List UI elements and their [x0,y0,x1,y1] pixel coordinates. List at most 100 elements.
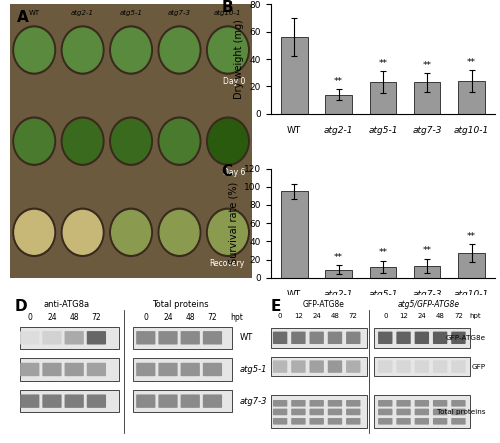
FancyBboxPatch shape [328,418,342,424]
FancyBboxPatch shape [64,363,84,376]
Bar [370,267,396,278]
Circle shape [206,26,249,74]
FancyBboxPatch shape [42,331,62,345]
FancyBboxPatch shape [291,361,306,373]
FancyBboxPatch shape [396,418,411,424]
Circle shape [15,210,54,254]
Bar [326,270,352,278]
Text: atg5-1: atg5-1 [120,10,142,16]
Text: GFP-ATG8e: GFP-ATG8e [302,300,344,309]
Circle shape [13,26,56,74]
Text: Day 0: Day 0 [222,77,245,85]
Text: WT: WT [240,333,253,342]
Circle shape [208,210,248,254]
Text: **: ** [467,232,476,241]
Circle shape [158,117,201,165]
Text: atg7-3: atg7-3 [168,10,191,16]
Bar [458,81,485,114]
Text: GFP: GFP [472,364,486,369]
FancyBboxPatch shape [136,363,156,376]
Bar [134,390,232,412]
Circle shape [110,26,152,74]
Text: Recovery: Recovery [210,259,245,268]
Text: atg2-1: atg2-1 [324,290,354,299]
FancyBboxPatch shape [203,331,222,345]
Text: 72: 72 [92,313,101,323]
Text: 48: 48 [330,313,340,319]
Text: **: ** [378,59,388,68]
Circle shape [206,208,249,256]
Text: anti-ATG8a: anti-ATG8a [44,300,90,309]
FancyBboxPatch shape [203,394,222,408]
FancyBboxPatch shape [328,332,342,344]
Circle shape [160,28,199,72]
Text: **: ** [422,246,432,256]
FancyBboxPatch shape [310,400,324,407]
Text: 24: 24 [418,313,426,319]
Text: **: ** [378,249,388,257]
FancyBboxPatch shape [346,400,360,407]
Text: 72: 72 [454,313,463,319]
FancyBboxPatch shape [42,363,62,376]
FancyBboxPatch shape [87,363,106,376]
Text: Total proteins: Total proteins [152,300,208,309]
Text: 48: 48 [70,313,79,323]
Text: **: ** [467,58,476,67]
Circle shape [158,26,201,74]
FancyBboxPatch shape [180,394,200,408]
FancyBboxPatch shape [346,361,360,373]
FancyBboxPatch shape [451,400,466,407]
FancyBboxPatch shape [180,363,200,376]
FancyBboxPatch shape [328,400,342,407]
Text: B: B [222,0,233,15]
FancyBboxPatch shape [378,408,392,415]
FancyBboxPatch shape [87,331,106,345]
FancyBboxPatch shape [328,361,342,373]
Bar [271,357,367,376]
Bar [374,357,470,376]
Text: **: ** [422,61,432,70]
Text: 24: 24 [312,313,321,319]
Text: atg5-1: atg5-1 [368,290,398,299]
Text: atg7-3: atg7-3 [412,290,442,299]
FancyBboxPatch shape [451,418,466,424]
Bar [271,328,367,347]
FancyBboxPatch shape [451,361,466,373]
FancyBboxPatch shape [136,394,156,408]
Bar [458,253,485,278]
Circle shape [160,119,199,163]
Text: atg10-1: atg10-1 [214,10,242,16]
Circle shape [64,28,102,72]
FancyBboxPatch shape [273,332,287,344]
Bar [281,191,307,278]
FancyBboxPatch shape [396,408,411,415]
Y-axis label: Survival rate (%): Survival rate (%) [228,182,238,264]
FancyBboxPatch shape [273,408,287,415]
FancyBboxPatch shape [378,400,392,407]
Text: **: ** [334,253,343,262]
FancyBboxPatch shape [64,331,84,345]
Text: WT: WT [287,126,302,135]
FancyBboxPatch shape [378,332,392,344]
Text: 24: 24 [163,313,173,323]
FancyBboxPatch shape [396,332,411,344]
FancyBboxPatch shape [396,361,411,373]
FancyBboxPatch shape [20,331,40,345]
FancyBboxPatch shape [158,331,178,345]
Circle shape [110,117,152,165]
Circle shape [112,210,150,254]
Bar [20,390,118,412]
Text: 48: 48 [186,313,195,323]
Text: C: C [222,164,232,179]
Text: Day 6: Day 6 [222,168,245,177]
FancyBboxPatch shape [273,361,287,373]
Text: 12: 12 [294,313,303,319]
Text: atg10-1: atg10-1 [454,126,489,135]
Text: atg7-3: atg7-3 [240,396,267,406]
Bar [271,396,367,428]
FancyBboxPatch shape [451,408,466,415]
Circle shape [62,208,104,256]
Text: D: D [15,299,28,314]
Circle shape [208,28,248,72]
FancyBboxPatch shape [378,361,392,373]
